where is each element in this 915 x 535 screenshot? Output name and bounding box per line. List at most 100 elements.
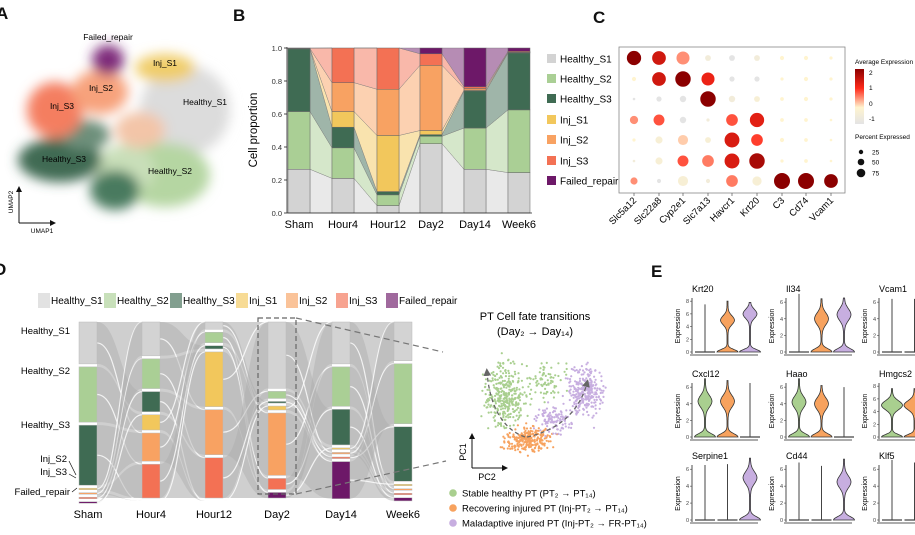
scatter-point — [586, 410, 589, 413]
timepoint-label: Week6 — [386, 509, 420, 521]
scatter-point — [526, 439, 529, 442]
scatter-point — [600, 379, 603, 382]
scatter-point — [559, 433, 562, 436]
scatter-point — [528, 382, 532, 385]
scatter-point — [527, 444, 531, 448]
legend-label: Inj_S1 — [560, 116, 589, 127]
scatter-point — [550, 366, 553, 369]
scatter-point — [492, 416, 495, 419]
scatter-point — [507, 405, 510, 408]
dot-inj_s2-vcam1 — [829, 138, 833, 142]
scatter-point — [504, 392, 507, 395]
scatter-point — [505, 386, 508, 389]
scatter-point — [522, 402, 526, 405]
scatter-point — [545, 383, 548, 387]
scatter-point — [592, 405, 595, 408]
scatter-point — [518, 440, 521, 444]
scatter-point — [505, 415, 508, 418]
flow-line — [349, 479, 395, 485]
scatter-point — [511, 403, 514, 406]
scatter-point — [503, 437, 506, 440]
scatter-point — [581, 400, 584, 404]
flow-band — [97, 366, 142, 431]
y-tick-label: 0.6 — [272, 110, 282, 119]
scatter-point — [541, 409, 545, 412]
scatter-point — [588, 395, 591, 398]
bar-segment-healthy_s1 — [507, 172, 531, 214]
violin-y-axis-title: Expression — [862, 476, 869, 511]
bar-segment-healthy_s1 — [331, 178, 355, 214]
sankey-node-inj_s3 — [267, 478, 287, 490]
scatter-point — [513, 362, 516, 365]
scatter-point — [501, 366, 505, 369]
scatter-point — [531, 432, 535, 435]
scatter-point — [542, 372, 546, 375]
panel-label-e: E — [651, 262, 663, 281]
scatter-point — [539, 391, 543, 394]
flow-line — [349, 321, 395, 450]
sankey-node-failed_repair — [331, 461, 351, 499]
scatter-point — [561, 418, 564, 421]
dot-healthy_s2-cyp2e1 — [675, 71, 691, 87]
scatter-point — [484, 385, 487, 388]
scatter-point — [487, 403, 490, 406]
scatter-point — [553, 386, 556, 389]
gene-label: Vcam1 — [807, 195, 836, 224]
scatter-point — [491, 377, 494, 380]
pc2-label: PC2 — [478, 472, 496, 482]
dot-inj_s1-krt20 — [749, 112, 765, 128]
flow-band — [97, 358, 142, 504]
legend-label: Healthy_S2 — [560, 75, 612, 86]
umap-plot: Failed_repair Inj_S1 Inj_S2 Inj_S3 Healt… — [8, 32, 230, 235]
scatter-point — [530, 443, 533, 446]
scatter-point — [549, 421, 552, 424]
scatter-point — [534, 431, 537, 434]
scatter-point — [516, 424, 520, 427]
legend-swatch-inj_s3 — [547, 156, 556, 165]
scatter-point — [515, 386, 519, 389]
scatter-point — [595, 396, 598, 399]
scatter-point — [484, 378, 488, 381]
scatter-point — [600, 389, 603, 392]
violin-y-tick-label: 0 — [686, 435, 689, 441]
scatter-point — [504, 407, 507, 410]
violin-y-tick-label: 4 — [686, 484, 689, 490]
x-tick-label: Hour12 — [370, 219, 406, 231]
scatter-point — [484, 382, 487, 385]
scatter-point — [523, 391, 526, 394]
dot-inj_s2-slc5a12 — [632, 138, 636, 142]
scatter-point — [568, 389, 571, 393]
scatter-point — [541, 423, 544, 426]
scatter-point — [590, 370, 593, 373]
sankey-node-healthy_s1 — [78, 321, 98, 365]
scatter-point — [552, 446, 555, 449]
scatter-point — [502, 425, 505, 428]
scatter-point — [574, 399, 577, 402]
dot-inj_s1-havcr1 — [726, 114, 738, 126]
flow-line — [222, 400, 269, 479]
bar-segment-failed_repair — [507, 47, 531, 52]
scatter-point — [578, 397, 581, 400]
scatter-point — [500, 387, 503, 390]
scatter-point — [587, 399, 591, 402]
scatter-point — [511, 408, 514, 411]
scatter-point — [508, 400, 511, 403]
scatter-title: PT Cell fate transitions — [480, 311, 591, 323]
umap-label-healthy-s1: Healthy_S1 — [183, 97, 227, 107]
scatter-point — [546, 446, 549, 449]
scatter-point — [512, 433, 515, 436]
size-legend-dot — [856, 168, 866, 178]
sankey-node-failed_repair — [393, 497, 413, 502]
scatter-point — [512, 435, 515, 438]
flow-band — [286, 322, 332, 445]
scatter-point — [510, 397, 514, 400]
scatter-point — [592, 426, 596, 429]
scatter-point — [519, 451, 522, 454]
scatter-point — [547, 440, 550, 443]
scatter-point — [557, 413, 560, 416]
size-legend-dot — [858, 149, 864, 155]
scatter-point — [502, 386, 506, 389]
flow-band — [350, 409, 394, 491]
scatter-point — [504, 412, 507, 415]
scatter-point — [579, 402, 582, 405]
